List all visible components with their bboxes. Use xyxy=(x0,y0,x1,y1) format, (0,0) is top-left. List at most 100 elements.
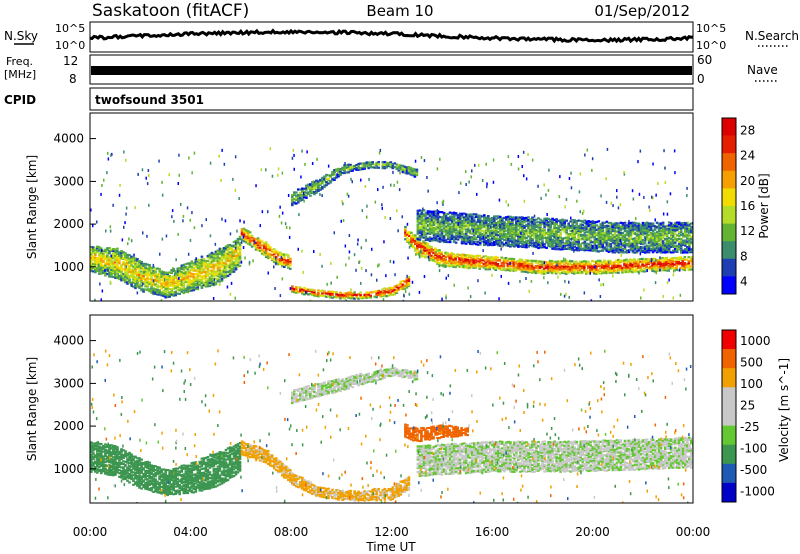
heatmap-cell xyxy=(462,266,466,269)
heatmap-cell xyxy=(609,237,613,240)
heatmap-cell xyxy=(206,254,210,258)
heatmap-cell xyxy=(116,265,119,268)
heatmap-cell xyxy=(420,235,424,238)
heatmap-cell xyxy=(184,267,188,270)
heatmap-cell xyxy=(496,264,500,267)
heatmap-cell xyxy=(549,225,552,228)
heatmap-cell xyxy=(593,263,596,267)
heatmap-cell xyxy=(643,267,646,270)
heatmap-cell xyxy=(579,238,583,241)
heatmap-cell xyxy=(629,270,632,273)
heatmap-cell xyxy=(639,226,643,229)
heatmap-cell xyxy=(675,223,679,227)
heatmap-cell xyxy=(488,268,492,271)
heatmap-cell xyxy=(412,246,415,249)
heatmap-cell xyxy=(525,229,528,232)
heatmap-cell xyxy=(180,285,184,288)
heatmap-cell xyxy=(136,267,139,270)
heatmap-cell xyxy=(643,251,647,254)
nsky-left-label: N.Sky xyxy=(4,29,38,43)
heatmap-cell xyxy=(589,236,593,239)
heatmap-cell xyxy=(623,235,627,238)
heatmap-cell xyxy=(599,241,603,244)
heatmap-cell xyxy=(649,249,653,252)
heatmap-cell xyxy=(541,233,544,236)
heatmap-cell xyxy=(343,297,346,300)
heatmap-cell xyxy=(599,227,603,230)
heatmap-cell xyxy=(132,272,135,276)
heatmap-cell xyxy=(130,258,133,261)
heatmap-cell xyxy=(661,240,665,243)
heatmap-cell xyxy=(148,264,151,267)
heatmap-cell xyxy=(611,247,615,250)
heatmap-cell xyxy=(124,255,127,258)
heatmap-cell xyxy=(681,249,685,252)
heatmap-cell xyxy=(581,237,585,240)
heatmap-cell xyxy=(238,245,242,248)
heatmap-cell xyxy=(511,230,514,233)
heatmap-cell xyxy=(483,243,486,247)
heatmap-cell xyxy=(152,266,155,269)
heatmap-cell xyxy=(482,255,486,258)
heatmap-cell xyxy=(659,234,663,237)
heatmap-cell xyxy=(599,229,603,232)
heatmap-cell xyxy=(250,239,254,242)
heatmap-cell xyxy=(639,250,643,254)
heatmap-cell xyxy=(499,218,502,221)
heatmap-cell xyxy=(208,272,212,275)
heatmap-cell xyxy=(605,239,609,242)
heatmap-cell xyxy=(651,257,654,261)
heatmap-cell xyxy=(627,226,631,229)
heatmap-cell xyxy=(619,232,623,235)
heatmap-cell xyxy=(339,294,342,297)
heatmap-cell xyxy=(204,285,208,288)
heatmap-scatter-cell xyxy=(189,288,191,292)
heatmap-cell xyxy=(136,271,139,274)
heatmap-cell xyxy=(578,264,582,268)
heatmap-cell xyxy=(355,295,358,298)
heatmap-cell xyxy=(444,261,447,264)
heatmap-cell xyxy=(234,244,238,248)
heatmap-cell xyxy=(399,282,403,285)
heatmap-cell xyxy=(499,239,502,242)
heatmap-cell xyxy=(430,210,434,213)
heatmap-cell xyxy=(526,267,530,270)
heatmap-cell xyxy=(567,234,571,237)
heatmap-cell xyxy=(547,242,550,245)
heatmap-cell xyxy=(168,291,172,294)
heatmap-cell xyxy=(136,273,139,276)
heatmap-scatter-cell xyxy=(663,149,665,153)
heatmap-cell xyxy=(549,243,552,246)
heatmap-cell xyxy=(686,237,689,240)
heatmap-cell xyxy=(657,225,661,228)
heatmap-cell xyxy=(458,233,462,236)
heatmap-cell xyxy=(589,268,592,272)
heatmap-cell xyxy=(128,281,131,284)
heatmap-cell xyxy=(609,228,613,231)
heatmap-cell xyxy=(595,260,598,263)
heatmap-cell xyxy=(182,272,186,275)
heatmap-cell xyxy=(476,227,480,230)
heatmap-cell xyxy=(448,259,451,263)
heatmap-cell xyxy=(260,240,264,243)
heatmap-cell xyxy=(575,222,579,225)
heatmap-cell xyxy=(154,289,157,292)
heatmap-cell xyxy=(281,252,284,256)
heatmap-cell xyxy=(514,266,518,269)
heatmap-cell xyxy=(134,260,137,264)
heatmap-cell xyxy=(553,225,556,228)
heatmap-scatter-cell xyxy=(219,282,221,286)
heatmap-cell xyxy=(645,244,649,247)
heatmap-cell xyxy=(548,266,552,269)
heatmap-cell xyxy=(653,266,656,270)
heatmap-cell xyxy=(685,258,689,261)
heatmap-cell xyxy=(625,268,628,272)
heatmap-cell xyxy=(547,240,550,243)
heatmap-cell xyxy=(635,229,639,233)
heatmap-cell xyxy=(476,264,480,268)
heatmap-cell xyxy=(684,242,687,245)
heatmap-cell xyxy=(186,291,190,294)
heatmap-cell xyxy=(393,293,397,296)
heatmap-cell xyxy=(375,296,379,299)
heatmap-cell xyxy=(570,267,574,270)
